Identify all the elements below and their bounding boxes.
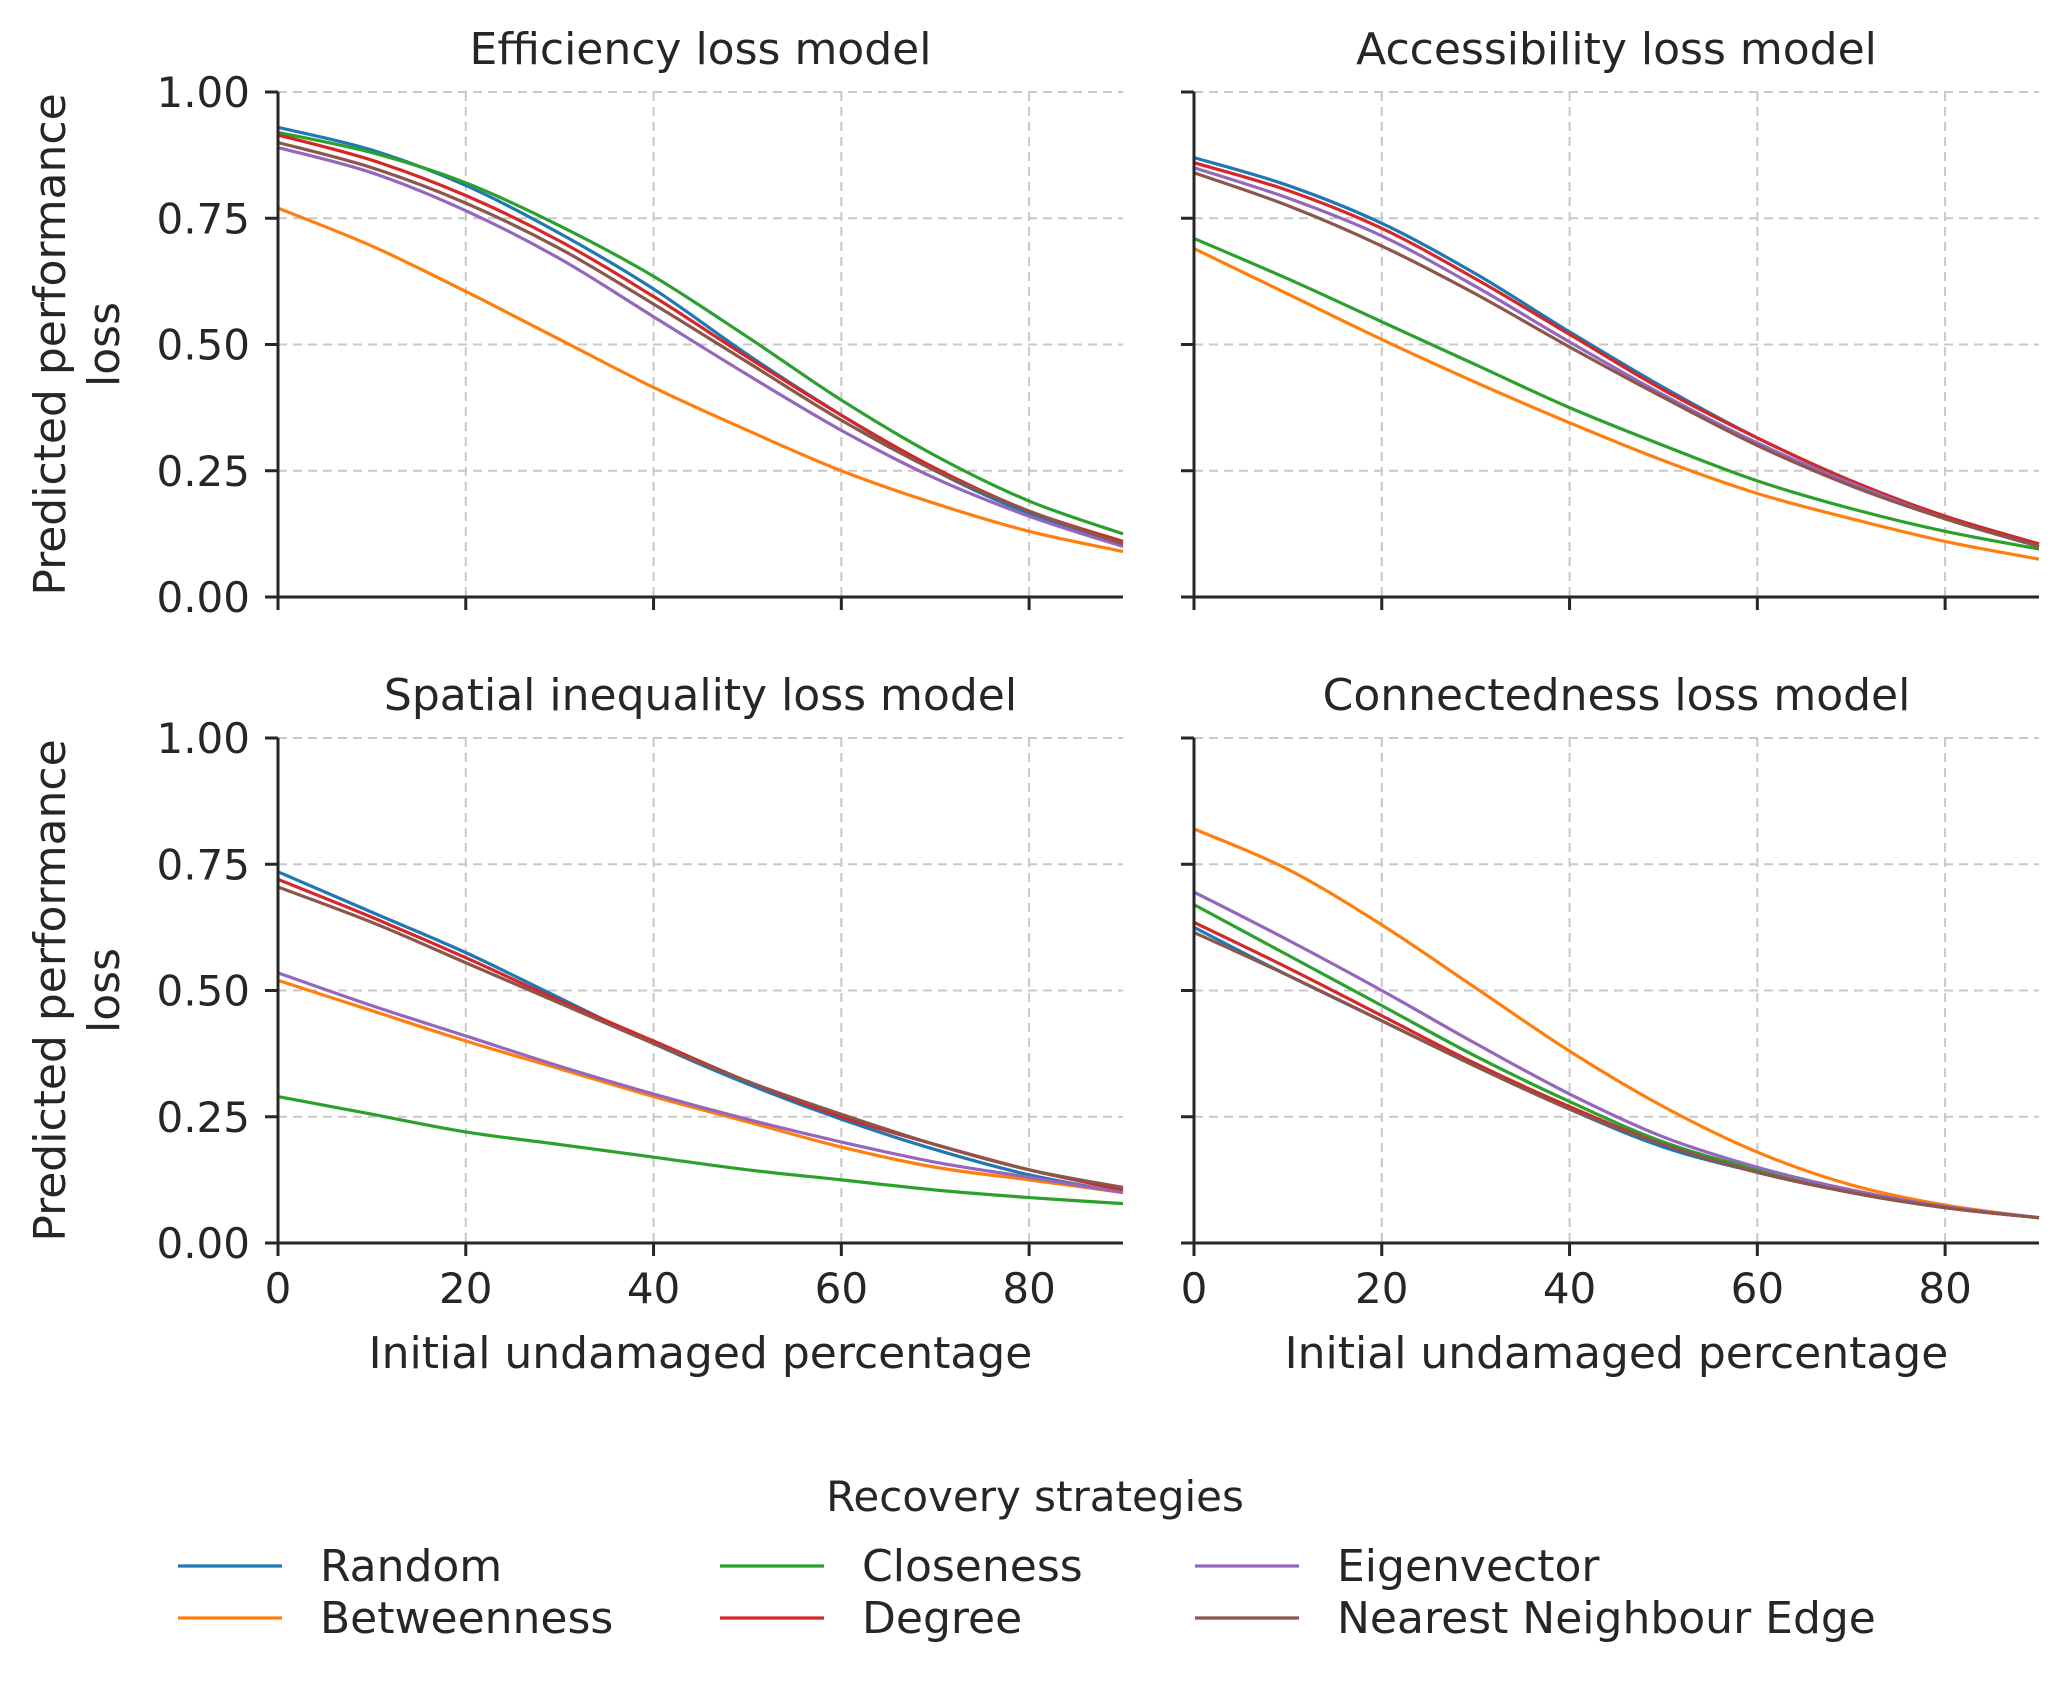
series-line-eigenvector [1193,890,2040,1220]
x-tick-label: 40 [627,1264,680,1313]
panel-2: Accessibility loss model [1181,24,2040,610]
y-tick-label: 0.75 [156,840,250,889]
panel-4: 0 20 40 60 80 Connectedness loss model Initial… [1181,670,2040,1379]
x-tick-label: 40 [1543,1264,1596,1313]
x-tick-label: 0 [265,1264,292,1313]
series-line-degree [1193,920,2040,1220]
series-line-eigenvector [277,146,1124,549]
series-line-random [277,870,1124,1195]
y-tick-label: 0.00 [156,573,250,622]
x-tick-label: 60 [815,1264,868,1313]
series-line-nearest-neighbour-edge [277,140,1124,546]
x-tick-label: 80 [1918,1264,1971,1313]
y-tick-label: 0.50 [156,967,250,1016]
y-tick-label: 0.00 [156,1219,250,1268]
y-tick-label: 0.25 [156,1093,250,1142]
legend-label: Closeness [862,1541,1083,1592]
legend-label: Eigenvector [1337,1541,1600,1592]
series-line-betweenness [1193,247,2040,561]
x-axis-label: Initial undamaged percentage [369,1328,1033,1379]
series-line-betweenness [1193,827,2040,1220]
legend-title: Recovery strategies [826,1472,1244,1521]
y-tick-label: 1.00 [156,68,250,117]
series-line-nearest-neighbour-edge [1193,930,2040,1220]
panel-1: 0.00 0.25 0.50 0.75 1.00 Efficiency loss mode… [25,24,1124,622]
series-line-random [1193,925,2040,1220]
x-tick-label: 80 [1002,1264,1055,1313]
series-line-random [277,125,1124,546]
series-line-nearest-neighbour-edge [277,885,1124,1190]
x-tick-label: 20 [439,1264,492,1313]
y-tick-label: 0.25 [156,447,250,496]
panel-title: Spatial inequality loss model [384,670,1017,721]
y-tick-label: 0.75 [156,194,250,243]
legend-label: Random [320,1541,502,1592]
series-line-betweenness [277,206,1124,554]
series-line-closeness [277,1094,1124,1206]
y-tick-label: 1.00 [156,714,250,763]
panel-3: 0.00 0.25 0.50 0.75 1.00 0 20 40 60 80 Spatial ine… [25,670,1124,1379]
series-line-degree [1193,161,2040,546]
legend-label: Nearest Neighbour Edge [1337,1593,1876,1644]
legend-label: Betweenness [320,1593,613,1644]
x-tick-label: 0 [1181,1264,1208,1313]
series-line-betweenness [277,978,1124,1195]
series-line-closeness [1193,903,2040,1220]
panel-title: Connectedness loss model [1323,670,1911,721]
legend-label: Degree [862,1593,1022,1644]
panel-title: Accessibility loss model [1356,24,1877,75]
series-line-random [1193,156,2040,546]
panel-title: Efficiency loss model [470,24,932,75]
series-line-degree [277,133,1124,543]
series-line-eigenvector [277,971,1124,1195]
y-tick-label: 0.50 [156,321,250,370]
series-line-nearest-neighbour-edge [1193,171,2040,549]
series-line-closeness [277,130,1124,536]
y-axis-label: Predicted performanceloss [25,739,130,1241]
x-tick-label: 60 [1731,1264,1784,1313]
y-axis-label: Predicted performanceloss [25,93,130,595]
x-axis-label: Initial undamaged percentage [1285,1328,1949,1379]
series-line-closeness [1193,236,2040,551]
series-line-eigenvector [1193,166,2040,549]
x-tick-label: 20 [1355,1264,1408,1313]
